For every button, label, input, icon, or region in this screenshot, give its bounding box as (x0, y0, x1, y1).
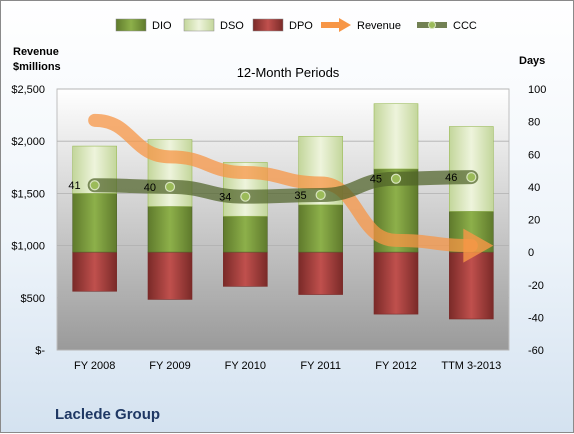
legend-label: DPO (289, 20, 313, 32)
ccc-point (240, 191, 251, 202)
bar-dio (223, 215, 268, 253)
legend-swatch-ccc-point (428, 21, 436, 29)
ccc-line (87, 170, 479, 204)
right-tick-label: 60 (528, 149, 540, 161)
left-tick-label: $2,500 (11, 84, 45, 96)
legend-swatch-dio (115, 18, 147, 32)
ccc-point (315, 189, 326, 201)
category-label: FY 2008 (74, 360, 115, 372)
left-tick-label: $2,000 (11, 136, 45, 148)
revenue-line (88, 113, 478, 253)
ccc-data-label: 46 (445, 172, 457, 184)
right-tick-label: 0 (528, 247, 534, 259)
bar-dpo (72, 251, 117, 292)
category-label: FY 2009 (149, 360, 190, 372)
legend-label: Revenue (357, 20, 401, 32)
bar-dso (449, 126, 494, 212)
ccc-data-label: 34 (219, 192, 231, 204)
ccc-data-label: 40 (144, 182, 156, 194)
right-tick-label: 40 (528, 182, 540, 194)
ccc-point (89, 180, 100, 191)
category-label: TTM 3-2013 (441, 360, 501, 372)
right-tick-label: 20 (528, 215, 540, 227)
right-tick-label: 80 (528, 117, 540, 129)
bar-dio (72, 193, 117, 253)
chart-title: 12-Month Periods (237, 65, 340, 80)
legend-label: DSO (220, 20, 244, 32)
bar-dpo (147, 251, 193, 300)
left-axis-title: Revenue (13, 46, 59, 58)
legend-swatch-dpo (252, 18, 284, 32)
right-tick-label: 100 (528, 84, 546, 96)
legend-label: CCC (453, 20, 477, 32)
category-label: FY 2012 (375, 360, 416, 372)
ccc-data-label: 45 (370, 174, 382, 186)
category-label: FY 2010 (225, 360, 266, 372)
legend-label: DIO (152, 20, 172, 32)
right-axis-title: Days (519, 55, 545, 67)
bar-dio (298, 204, 343, 253)
left-tick-label: $1,500 (11, 188, 45, 200)
left-tick-label: $500 (21, 293, 45, 305)
bar-dio (147, 206, 193, 253)
bar-dpo (223, 251, 268, 287)
revenue-arrowhead (463, 228, 494, 263)
ccc-point (164, 181, 176, 192)
left-tick-label: $- (35, 345, 45, 357)
bar-dpo (298, 251, 343, 295)
left-tick-label: $1,000 (11, 241, 45, 253)
legend-swatch-dso (183, 18, 215, 32)
category-label: FY 2011 (300, 360, 341, 372)
ccc-point (390, 173, 402, 184)
right-tick-label: -60 (528, 345, 544, 357)
legend-swatch-revenue-head (339, 18, 351, 32)
bar-dpo (449, 251, 494, 320)
left-axis-title: $millions (13, 61, 61, 73)
bar-dpo (373, 251, 419, 315)
ccc-data-label: 35 (294, 190, 306, 202)
ccc-point (466, 171, 477, 183)
bar-dso (373, 103, 419, 170)
company-name: Laclede Group (55, 406, 161, 423)
right-tick-label: -20 (528, 280, 544, 292)
ccc-data-label: 41 (68, 180, 80, 192)
right-tick-label: -40 (528, 312, 544, 324)
